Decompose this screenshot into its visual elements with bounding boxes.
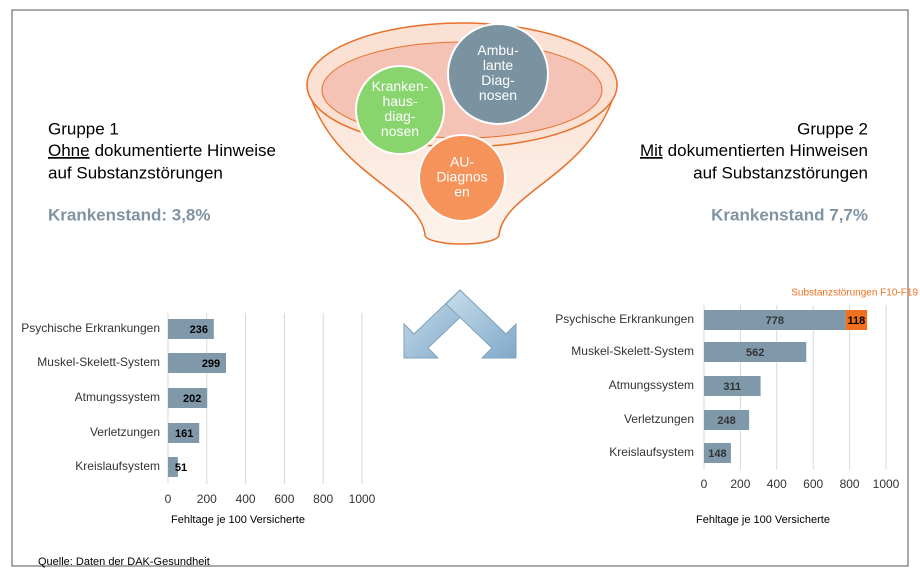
group2-rate: Krankenstand 7,7%: [711, 205, 868, 224]
bar: [168, 388, 208, 408]
group2-line2: Mit dokumentierten Hinweisen: [640, 141, 868, 160]
bar: [168, 319, 214, 339]
group1-title: Gruppe 1: [48, 119, 119, 138]
group2-underlined: Mit: [640, 141, 663, 160]
bar: [704, 376, 761, 396]
circle-au: [418, 134, 506, 222]
group1-underlined: Ohne: [48, 141, 90, 160]
slide-border: [11, 9, 909, 567]
value-label: 161: [175, 428, 193, 440]
arrow-right: [445, 289, 517, 359]
bar: [168, 457, 178, 477]
value-label: 248: [717, 415, 735, 427]
circle-ambulant: [447, 23, 549, 125]
funnel-labels: Kranken-haus-diag-nosen Ambu-lanteDiag-no…: [372, 42, 519, 200]
bar: [704, 410, 750, 430]
circle-hospital: [355, 65, 445, 155]
x-tick-label: 1000: [873, 477, 900, 491]
value-label: 311: [723, 381, 741, 393]
category-label: Atmungssystem: [75, 390, 160, 404]
bar: [168, 423, 200, 443]
value-label: 236: [190, 324, 208, 336]
circle-label: Diagnos: [436, 169, 487, 185]
value-label: 148: [708, 448, 726, 460]
legend-label: Substanzstörungen F10-F19: [791, 288, 918, 299]
circle-label: AU-: [450, 154, 474, 170]
value-label: 51: [175, 462, 187, 474]
x-tick-label: 800: [840, 477, 860, 491]
circle-label: Diag-: [481, 72, 515, 88]
circle-label: en: [454, 184, 470, 200]
value-label: 118: [847, 315, 865, 327]
category-label: Muskel-Skelett-System: [571, 344, 694, 358]
split-arrow: [403, 289, 517, 359]
category-label: Psychische Erkrankungen: [555, 312, 694, 326]
x-tick-label: 600: [274, 492, 294, 506]
category-label: Kreislaufsystem: [75, 459, 160, 473]
circle-label: haus-: [382, 93, 417, 109]
bar: [704, 310, 846, 330]
group1-rate: Krankenstand: 3,8%: [48, 205, 211, 224]
group1-line2: Ohne dokumentierte Hinweise: [48, 141, 276, 160]
x-tick-label: 400: [767, 477, 787, 491]
bar-chart: 0 200 400 600 800 1000 Fehltage je 100 Versich…: [555, 288, 918, 526]
value-label: 299: [202, 358, 220, 370]
category-label: Muskel-Skelett-System: [37, 355, 160, 369]
group1-rest: dokumentierte Hinweise: [95, 141, 276, 160]
group2-line3: auf Substanzstörungen: [693, 163, 868, 182]
x-tick-label: 0: [165, 492, 172, 506]
bar: [168, 353, 227, 373]
value-label: 562: [746, 347, 764, 359]
circle-label: diag-: [384, 108, 415, 124]
x-tick-label: 400: [236, 492, 256, 506]
x-tick-label: 1000: [349, 492, 376, 506]
source: Quelle: Daten der DAK-Gesundheit: [38, 556, 210, 568]
x-tick-label: 200: [730, 477, 750, 491]
value-label: 202: [183, 393, 201, 405]
x-tick-label: 800: [313, 492, 333, 506]
group2-title: Gruppe 2: [797, 119, 868, 138]
category-label: Verletzungen: [624, 412, 694, 426]
group1-line3: auf Substanzstörungen: [48, 163, 223, 182]
circle-label: lante: [483, 57, 514, 73]
group2-rest: dokumentierten Hinweisen: [668, 141, 868, 160]
bar: [704, 443, 731, 463]
bar-chart: 0 200 400 600 800 1000 Fehltage je 100 Versich…: [21, 313, 376, 526]
bar: [845, 310, 868, 330]
x-axis-label: Fehltage je 100 Versicherte: [171, 514, 305, 526]
category-label: Psychische Erkrankungen: [21, 321, 160, 335]
bar: [704, 342, 807, 362]
category-label: Kreislaufsystem: [609, 445, 694, 459]
value-label: 778: [766, 315, 784, 327]
category-label: Atmungssystem: [609, 378, 694, 392]
circle-label: Ambu-: [477, 42, 519, 58]
circle-label: nosen: [479, 87, 517, 103]
x-tick-label: 200: [197, 492, 217, 506]
x-tick-label: 600: [803, 477, 823, 491]
x-tick-label: 0: [701, 477, 708, 491]
circle-label: Kranken-: [372, 78, 429, 94]
circle-label: nosen: [381, 123, 419, 139]
x-axis-label: Fehltage je 100 Versicherte: [696, 514, 830, 526]
category-label: Verletzungen: [90, 425, 160, 439]
